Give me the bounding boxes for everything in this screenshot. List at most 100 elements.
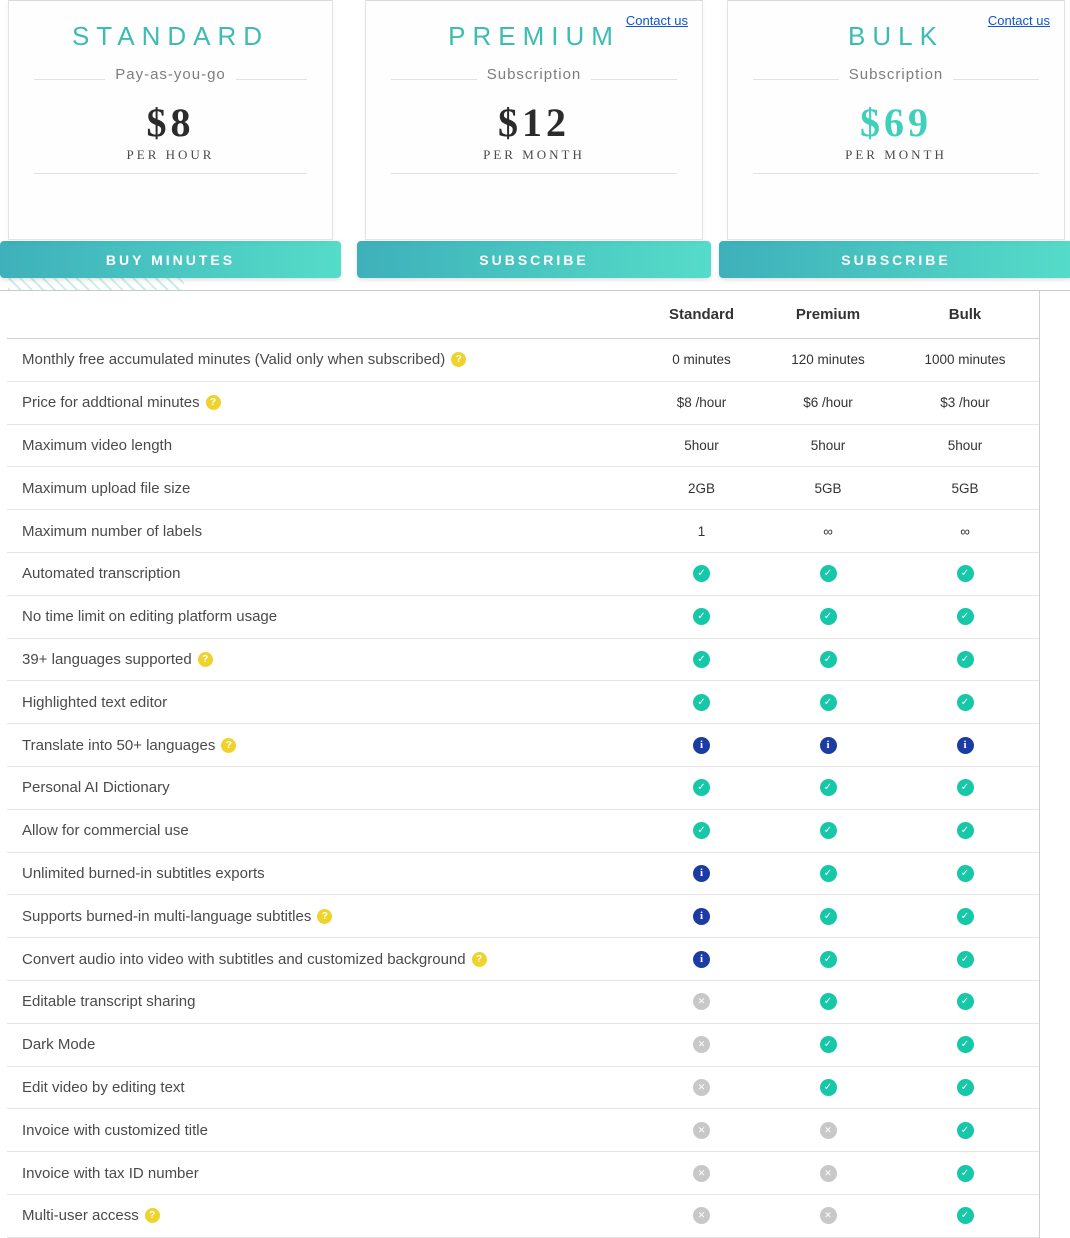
buy-minutes-button[interactable]: BUY MINUTES (0, 241, 341, 278)
subscribe-button-premium[interactable]: SUBSCRIBE (357, 241, 711, 278)
divider (34, 173, 307, 174)
check-icon (956, 822, 974, 840)
cell-standard (638, 864, 765, 882)
cell-bulk (891, 565, 1039, 583)
table-row: No time limit on editing platform usage (7, 596, 1039, 639)
check-icon (819, 950, 837, 968)
check-icon (956, 1164, 974, 1182)
help-icon[interactable] (197, 651, 213, 667)
table-row: Highlighted text editor (7, 681, 1039, 725)
table-row: Monthly free accumulated minutes (Valid … (7, 339, 1039, 382)
check-icon (693, 650, 710, 668)
plan-period: PER MONTH (845, 147, 947, 162)
cell-standard (638, 1036, 765, 1054)
cross-icon (819, 1164, 837, 1182)
plan-name-standard: STANDARD (71, 21, 270, 51)
feature-label: Maximum upload file size (22, 479, 191, 497)
check-icon (819, 993, 837, 1011)
contact-us-link[interactable]: Contact us (625, 13, 688, 28)
cell-premium (765, 650, 891, 668)
check-icon (693, 693, 710, 711)
help-icon[interactable] (317, 908, 333, 924)
help-icon[interactable] (221, 737, 237, 753)
plan-subtitle: Subscription (848, 66, 944, 83)
column-header-bulk: Bulk (948, 306, 982, 323)
cell-bulk (891, 822, 1039, 840)
subscribe-button-bulk[interactable]: SUBSCRIBE (719, 241, 1070, 278)
feature-label: Convert audio into video with subtitles … (7, 951, 638, 968)
table-row: Editable transcript sharing (7, 981, 1039, 1024)
plan-subtitle: Subscription (486, 66, 582, 83)
table-row: Allow for commercial use (7, 810, 1039, 853)
info-icon[interactable] (956, 736, 974, 754)
plan-name-premium: PREMIUM (448, 21, 620, 51)
cross-icon (693, 1164, 710, 1182)
feature-label: Multi-user access (7, 1207, 638, 1224)
cell-bulk: 5GB (951, 480, 979, 496)
cell-standard (638, 779, 765, 797)
cell-standard (638, 1207, 765, 1225)
check-icon (693, 779, 710, 797)
stripe-decoration (8, 277, 184, 290)
table-row: Unlimited burned-in subtitles exports (7, 853, 1039, 896)
feature-label: Dark Mode (22, 1036, 96, 1054)
feature-label: Unlimited burned-in subtitles exports (22, 864, 265, 882)
check-icon (956, 1078, 974, 1096)
check-icon (693, 822, 710, 840)
cell-bulk (891, 693, 1039, 711)
divider (753, 173, 1039, 174)
info-icon[interactable] (693, 736, 710, 754)
help-icon[interactable] (471, 951, 487, 967)
cell-standard (638, 822, 765, 840)
table-row: Maximum video length 5hour 5hour 5hour (7, 425, 1039, 468)
cell-standard (638, 950, 765, 968)
plan-card-bulk: Contact us BULK Subscription $69 PER MON… (727, 0, 1065, 240)
feature-label: Translate into 50+ languages (7, 737, 638, 754)
table-row: Maximum upload file size 2GB 5GB 5GB (7, 467, 1039, 511)
feature-label: Maximum video length (22, 436, 173, 454)
table-row: Invoice with customized title (7, 1109, 1039, 1153)
check-icon (819, 1078, 837, 1096)
divider (391, 173, 677, 174)
cell-bulk (891, 1164, 1039, 1182)
cell-bulk (891, 608, 1039, 626)
cell-premium (765, 950, 891, 968)
info-icon[interactable] (693, 950, 710, 968)
column-header-premium: Premium (795, 306, 861, 323)
comparison-table: Standard Premium Bulk Monthly free accum… (7, 291, 1040, 1238)
feature-label: Automated transcription (22, 565, 181, 583)
feature-label: Edit video by editing text (22, 1078, 185, 1096)
cell-bulk (891, 1121, 1039, 1139)
plan-period: PER HOUR (126, 147, 215, 162)
check-icon (819, 565, 837, 583)
help-icon[interactable] (205, 395, 221, 411)
check-icon (956, 1207, 974, 1225)
check-icon (956, 864, 974, 882)
cell-bulk (891, 864, 1039, 882)
column-header-standard: Standard (668, 306, 734, 323)
table-row: Maximum number of labels 1 ∞ ∞ (7, 510, 1039, 553)
cell-premium (765, 1207, 891, 1225)
cross-icon (693, 993, 710, 1011)
help-icon[interactable] (144, 1208, 160, 1224)
contact-us-link[interactable]: Contact us (987, 13, 1050, 28)
pricing-cards: STANDARD Pay-as-you-go $8 PER HOUR BUY M… (0, 0, 1070, 290)
cell-premium: 5hour (810, 437, 846, 453)
cross-icon (819, 1207, 837, 1225)
cell-bulk (891, 1078, 1039, 1096)
info-icon[interactable] (819, 736, 837, 754)
check-icon (693, 565, 710, 583)
info-icon[interactable] (693, 864, 710, 882)
check-icon (693, 608, 710, 626)
plan-price: $8 (146, 100, 195, 145)
check-icon (956, 907, 974, 925)
feature-label: Personal AI Dictionary (22, 779, 170, 797)
cell-premium: 120 minutes (791, 352, 865, 368)
cell-standard: $8 /hour (676, 395, 727, 411)
cell-premium (765, 1121, 891, 1139)
info-icon[interactable] (693, 907, 710, 925)
cell-premium (765, 907, 891, 925)
help-icon[interactable] (451, 352, 467, 368)
check-icon (819, 1036, 837, 1054)
check-icon (956, 993, 974, 1011)
